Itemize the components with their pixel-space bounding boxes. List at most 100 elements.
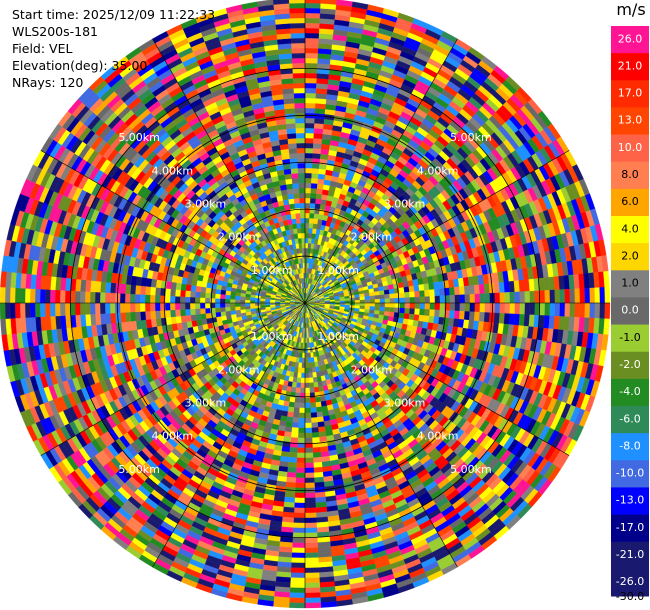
- velocity-gate: [509, 302, 516, 315]
- velocity-gate: [304, 402, 311, 409]
- velocity-gate: [304, 527, 318, 534]
- velocity-gate: [304, 52, 319, 59]
- velocity-gate: [283, 501, 295, 508]
- velocity-gate: [304, 342, 308, 349]
- velocity-gate: [464, 294, 471, 304]
- velocity-gate: [354, 297, 361, 301]
- velocity-gate: [579, 302, 586, 318]
- velocity-gate: [374, 302, 381, 308]
- velocity-gate: [315, 88, 328, 95]
- velocity-gate: [389, 307, 396, 313]
- velocity-gate: [296, 452, 306, 459]
- velocity-gate: [293, 512, 306, 519]
- velocity-gate: [304, 12, 321, 19]
- velocity-gate: [399, 307, 406, 314]
- velocity-gate: [519, 302, 526, 315]
- velocity-gate: [304, 597, 321, 604]
- velocity-gate: [290, 577, 306, 584]
- velocity-gate: [300, 377, 306, 384]
- velocity-gate: [313, 128, 324, 135]
- velocity-gate: [289, 447, 298, 453]
- velocity-gate: [315, 406, 323, 413]
- velocity-gate: [307, 362, 312, 369]
- velocity-gate: [310, 183, 318, 189]
- velocity-gate: [304, 397, 311, 404]
- velocity-gate: [289, 597, 306, 604]
- velocity-gate: [439, 309, 445, 318]
- velocity-gate: [374, 294, 381, 300]
- velocity-gate: [304, 122, 315, 129]
- velocity-gate: [315, 501, 327, 508]
- velocity-gate: [514, 302, 521, 315]
- velocity-gate: [295, 472, 306, 479]
- velocity-gate: [304, 592, 321, 599]
- velocity-gate: [409, 291, 416, 298]
- velocity-gate: [311, 168, 320, 174]
- velocity-gate: [292, 537, 306, 544]
- velocity-gate: [424, 289, 430, 297]
- velocity-gate: [354, 302, 361, 307]
- velocity-gate: [373, 291, 380, 296]
- velocity-gate: [449, 294, 456, 304]
- velocity-gate: [304, 497, 316, 504]
- velocity-gate: [304, 142, 314, 149]
- velocity-gate: [300, 387, 306, 394]
- velocity-gate: [316, 516, 329, 523]
- velocity-gate: [304, 587, 321, 594]
- velocity-gate: [304, 382, 310, 389]
- velocity-gate: [287, 461, 297, 468]
- velocity-gate: [304, 367, 309, 374]
- velocity-gate: [424, 302, 431, 310]
- velocity-gate: [459, 294, 466, 304]
- velocity-gate: [409, 308, 416, 315]
- velocity-gate: [449, 310, 455, 319]
- velocity-gate: [289, 582, 306, 589]
- velocity-gate: [295, 382, 301, 389]
- velocity-gate: [389, 298, 396, 304]
- velocity-gate: [484, 302, 491, 313]
- velocity-gate: [594, 287, 601, 304]
- velocity-gate: [310, 192, 317, 199]
- velocity-gate: [574, 288, 581, 304]
- velocity-gate: [584, 302, 591, 319]
- velocity-gate: [463, 311, 470, 321]
- velocity-gate: [304, 552, 319, 559]
- velocity-gate: [316, 188, 324, 195]
- velocity-gate: [304, 27, 320, 34]
- velocity-gate: [429, 296, 436, 304]
- velocity-gate: [290, 567, 306, 574]
- velocity-gate: [308, 372, 314, 379]
- velocity-gate: [310, 188, 318, 194]
- velocity-gate: [414, 302, 421, 310]
- velocity-gate: [304, 57, 318, 64]
- velocity-gate: [304, 32, 320, 39]
- velocity-gate: [304, 97, 316, 104]
- velocity-gate: [291, 427, 299, 433]
- velocity-gate: [458, 286, 465, 296]
- velocity-gate: [304, 372, 310, 379]
- velocity-gate: [478, 312, 485, 322]
- velocity-gate: [404, 291, 411, 298]
- velocity-gate: [294, 497, 306, 504]
- velocity-gate: [554, 302, 561, 317]
- velocity-gate: [316, 83, 329, 90]
- velocity-gate: [304, 407, 311, 414]
- velocity-gate: [301, 357, 306, 364]
- velocity-gate: [379, 302, 386, 308]
- velocity-gate: [384, 307, 391, 313]
- velocity-gate: [304, 412, 312, 419]
- velocity-gate: [304, 542, 318, 549]
- velocity-gate: [291, 422, 299, 428]
- velocity-gate: [304, 577, 320, 584]
- velocity-gate: [304, 427, 312, 434]
- velocity-gate: [299, 397, 306, 404]
- velocity-gate: [290, 562, 306, 569]
- velocity-gate: [304, 347, 308, 354]
- velocity-gate: [419, 290, 425, 298]
- velocity-gate: [404, 297, 411, 304]
- velocity-gate: [304, 567, 320, 574]
- velocity-gate: [314, 118, 325, 125]
- velocity-gate: [458, 310, 465, 320]
- velocity-gate: [297, 432, 306, 439]
- velocity-gate: [519, 291, 526, 304]
